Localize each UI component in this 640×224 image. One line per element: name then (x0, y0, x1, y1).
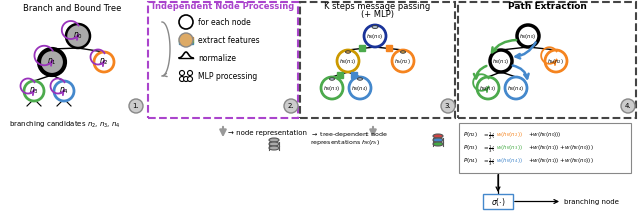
Text: $h_K(n_3)$: $h_K(n_3)$ (479, 84, 497, 93)
Text: $+ w(h_K(n_0)))$: $+ w(h_K(n_0)))$ (528, 130, 561, 139)
Text: $h_K(n_1)$: $h_K(n_1)$ (339, 56, 356, 65)
FancyArrow shape (179, 42, 193, 44)
Text: $n_2$: $n_2$ (99, 57, 109, 67)
Text: $\rightarrow$ tree-dependent node: $\rightarrow$ tree-dependent node (310, 130, 388, 139)
Text: 1.: 1. (132, 103, 140, 109)
Text: normalize: normalize (198, 54, 236, 62)
Text: $w(h_K(n_2))$: $w(h_K(n_2))$ (496, 130, 523, 139)
Circle shape (490, 50, 512, 72)
Circle shape (184, 77, 189, 82)
Text: 3.: 3. (445, 103, 451, 109)
Circle shape (349, 77, 371, 99)
Text: Independent Node Processing: Independent Node Processing (152, 2, 294, 11)
Text: $n_4$: $n_4$ (59, 86, 69, 96)
Text: $h_K(n_1)$: $h_K(n_1)$ (492, 56, 509, 65)
Text: $h_K(n_4)$: $h_K(n_4)$ (508, 84, 525, 93)
Text: $h_K(n_0)$: $h_K(n_0)$ (366, 32, 384, 41)
Circle shape (66, 24, 90, 48)
Text: $+ w(h_K(n_1)) + w(h_K(n_0)))$: $+ w(h_K(n_1)) + w(h_K(n_0)))$ (528, 143, 594, 152)
Ellipse shape (433, 138, 443, 142)
FancyBboxPatch shape (459, 123, 631, 173)
Ellipse shape (269, 142, 279, 146)
Circle shape (545, 50, 567, 72)
Ellipse shape (346, 51, 351, 53)
Text: $=\frac{1}{3}($: $=\frac{1}{3}($ (482, 156, 495, 168)
Circle shape (54, 81, 74, 101)
Text: $h_K(n_0)$: $h_K(n_0)$ (519, 32, 537, 41)
Text: $w(h_K(n_3))$: $w(h_K(n_3))$ (496, 143, 523, 152)
Text: $h_K(n_3)$: $h_K(n_3)$ (323, 84, 340, 93)
Circle shape (321, 77, 343, 99)
Ellipse shape (433, 134, 443, 138)
Text: branching candidates $n_2$, $n_3$, $n_4$: branching candidates $n_2$, $n_3$, $n_4$ (9, 120, 121, 130)
Circle shape (505, 77, 527, 99)
Bar (359, 45, 365, 51)
Circle shape (179, 33, 193, 47)
FancyBboxPatch shape (148, 2, 298, 118)
Text: 2.: 2. (288, 103, 294, 109)
Text: for each node: for each node (198, 17, 251, 26)
Text: $P(n_4)$: $P(n_4)$ (463, 156, 478, 165)
FancyBboxPatch shape (300, 2, 455, 118)
FancyArrow shape (179, 39, 193, 42)
Circle shape (94, 52, 114, 72)
FancyBboxPatch shape (483, 194, 513, 209)
Text: Path Extraction: Path Extraction (508, 2, 586, 11)
Circle shape (477, 77, 499, 99)
Ellipse shape (269, 146, 279, 150)
Ellipse shape (401, 51, 406, 53)
Text: 4.: 4. (625, 103, 631, 109)
FancyArrow shape (179, 37, 193, 39)
Circle shape (364, 25, 386, 47)
Text: extract features: extract features (198, 35, 260, 45)
Text: $n_3$: $n_3$ (29, 86, 39, 96)
Bar (351, 72, 357, 78)
Text: branching node: branching node (564, 198, 619, 205)
Text: $=\frac{1}{3}($: $=\frac{1}{3}($ (482, 143, 495, 155)
Text: $\sigma(\cdot)$: $\sigma(\cdot)$ (491, 196, 506, 207)
Text: $n_1$: $n_1$ (47, 57, 57, 67)
Circle shape (188, 77, 193, 82)
Circle shape (517, 25, 539, 47)
Circle shape (188, 71, 193, 75)
FancyBboxPatch shape (458, 2, 636, 118)
Circle shape (129, 99, 143, 113)
Ellipse shape (433, 142, 443, 146)
Circle shape (24, 81, 44, 101)
Circle shape (392, 50, 414, 72)
Circle shape (179, 77, 184, 82)
Text: MLP processing: MLP processing (198, 71, 257, 80)
Text: $h_k(n_2)$: $h_k(n_2)$ (394, 56, 412, 65)
Circle shape (39, 49, 65, 75)
Circle shape (179, 15, 193, 29)
Ellipse shape (330, 78, 335, 80)
Bar (337, 72, 343, 78)
Circle shape (337, 50, 359, 72)
Text: Branch and Bound Tree: Branch and Bound Tree (23, 4, 121, 13)
Circle shape (284, 99, 298, 113)
Text: $h_K(n_4)$: $h_K(n_4)$ (351, 84, 369, 93)
Ellipse shape (372, 26, 378, 28)
Text: $w(h_K(n_4))$: $w(h_K(n_4))$ (496, 156, 523, 165)
Text: (+ MLP): (+ MLP) (361, 10, 394, 19)
Bar (386, 45, 392, 51)
Circle shape (441, 99, 455, 113)
Text: $n_0$: $n_0$ (73, 31, 83, 41)
Text: $+ w(h_K(n_1)) + w(h_K(n_0)))$: $+ w(h_K(n_1)) + w(h_K(n_0)))$ (528, 156, 594, 165)
Ellipse shape (358, 78, 362, 80)
Text: representations $h_K(n_i)$: representations $h_K(n_i)$ (310, 138, 380, 147)
Text: $P(n_2)$: $P(n_2)$ (463, 130, 478, 139)
Text: → node representation: → node representation (228, 130, 307, 136)
Circle shape (179, 71, 184, 75)
Ellipse shape (269, 138, 279, 142)
Circle shape (621, 99, 635, 113)
Text: K steps message passing: K steps message passing (324, 2, 431, 11)
Text: $=\frac{1}{2}($: $=\frac{1}{2}($ (482, 130, 495, 142)
Text: $h_k(n_2)$: $h_k(n_2)$ (547, 56, 564, 65)
Text: $P(n_3)$: $P(n_3)$ (463, 143, 478, 152)
